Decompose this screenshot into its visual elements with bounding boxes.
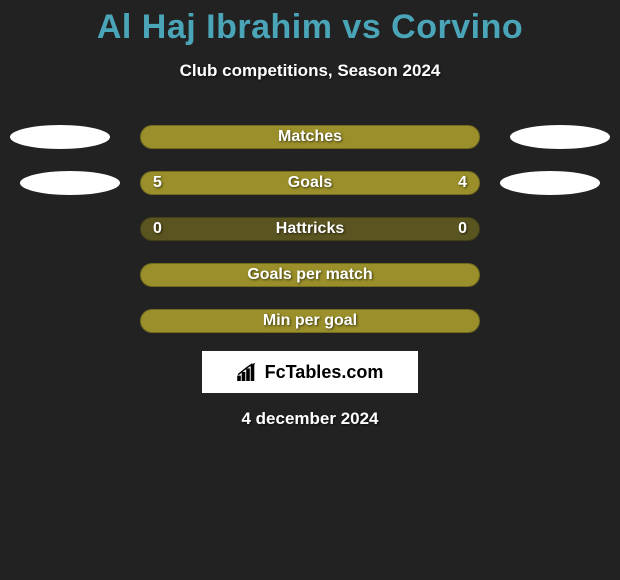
logo-text: FcTables.com xyxy=(265,362,384,383)
stat-row: 0 Hattricks 0 xyxy=(0,217,620,241)
stat-bar: Goals per match xyxy=(140,263,480,287)
comparison-infographic: Al Haj Ibrahim vs Corvino Club competiti… xyxy=(0,0,620,429)
stat-bar: Matches xyxy=(140,125,480,149)
stat-row: Min per goal xyxy=(0,309,620,333)
stat-row: Matches xyxy=(0,125,620,149)
stat-bar: Min per goal xyxy=(140,309,480,333)
stat-row: Goals per match xyxy=(0,263,620,287)
stat-label: Goals per match xyxy=(247,266,372,284)
stat-label: Matches xyxy=(278,128,342,146)
stat-value-right: 0 xyxy=(458,220,467,238)
stat-bar: 0 Hattricks 0 xyxy=(140,217,480,241)
stat-label: Hattricks xyxy=(276,220,344,238)
right-ellipse xyxy=(510,125,610,149)
bars-icon xyxy=(237,363,259,381)
stat-label: Min per goal xyxy=(263,312,357,330)
page-subtitle: Club competitions, Season 2024 xyxy=(180,61,441,81)
stat-rows: Matches 5 Goals 4 0 Hattricks 0 Goals per match… xyxy=(0,125,620,333)
page-title: Al Haj Ibrahim vs Corvino xyxy=(97,8,523,47)
right-ellipse xyxy=(500,171,600,195)
stat-row: 5 Goals 4 xyxy=(0,171,620,195)
stat-value-left: 5 xyxy=(153,174,162,192)
date-label: 4 december 2024 xyxy=(241,409,378,429)
stat-value-right: 4 xyxy=(458,174,467,192)
stat-value-left: 0 xyxy=(153,220,162,238)
stat-label: Goals xyxy=(288,174,332,192)
stat-bar: 5 Goals 4 xyxy=(140,171,480,195)
left-ellipse xyxy=(10,125,110,149)
logo-box: FcTables.com xyxy=(202,351,418,393)
left-ellipse xyxy=(20,171,120,195)
